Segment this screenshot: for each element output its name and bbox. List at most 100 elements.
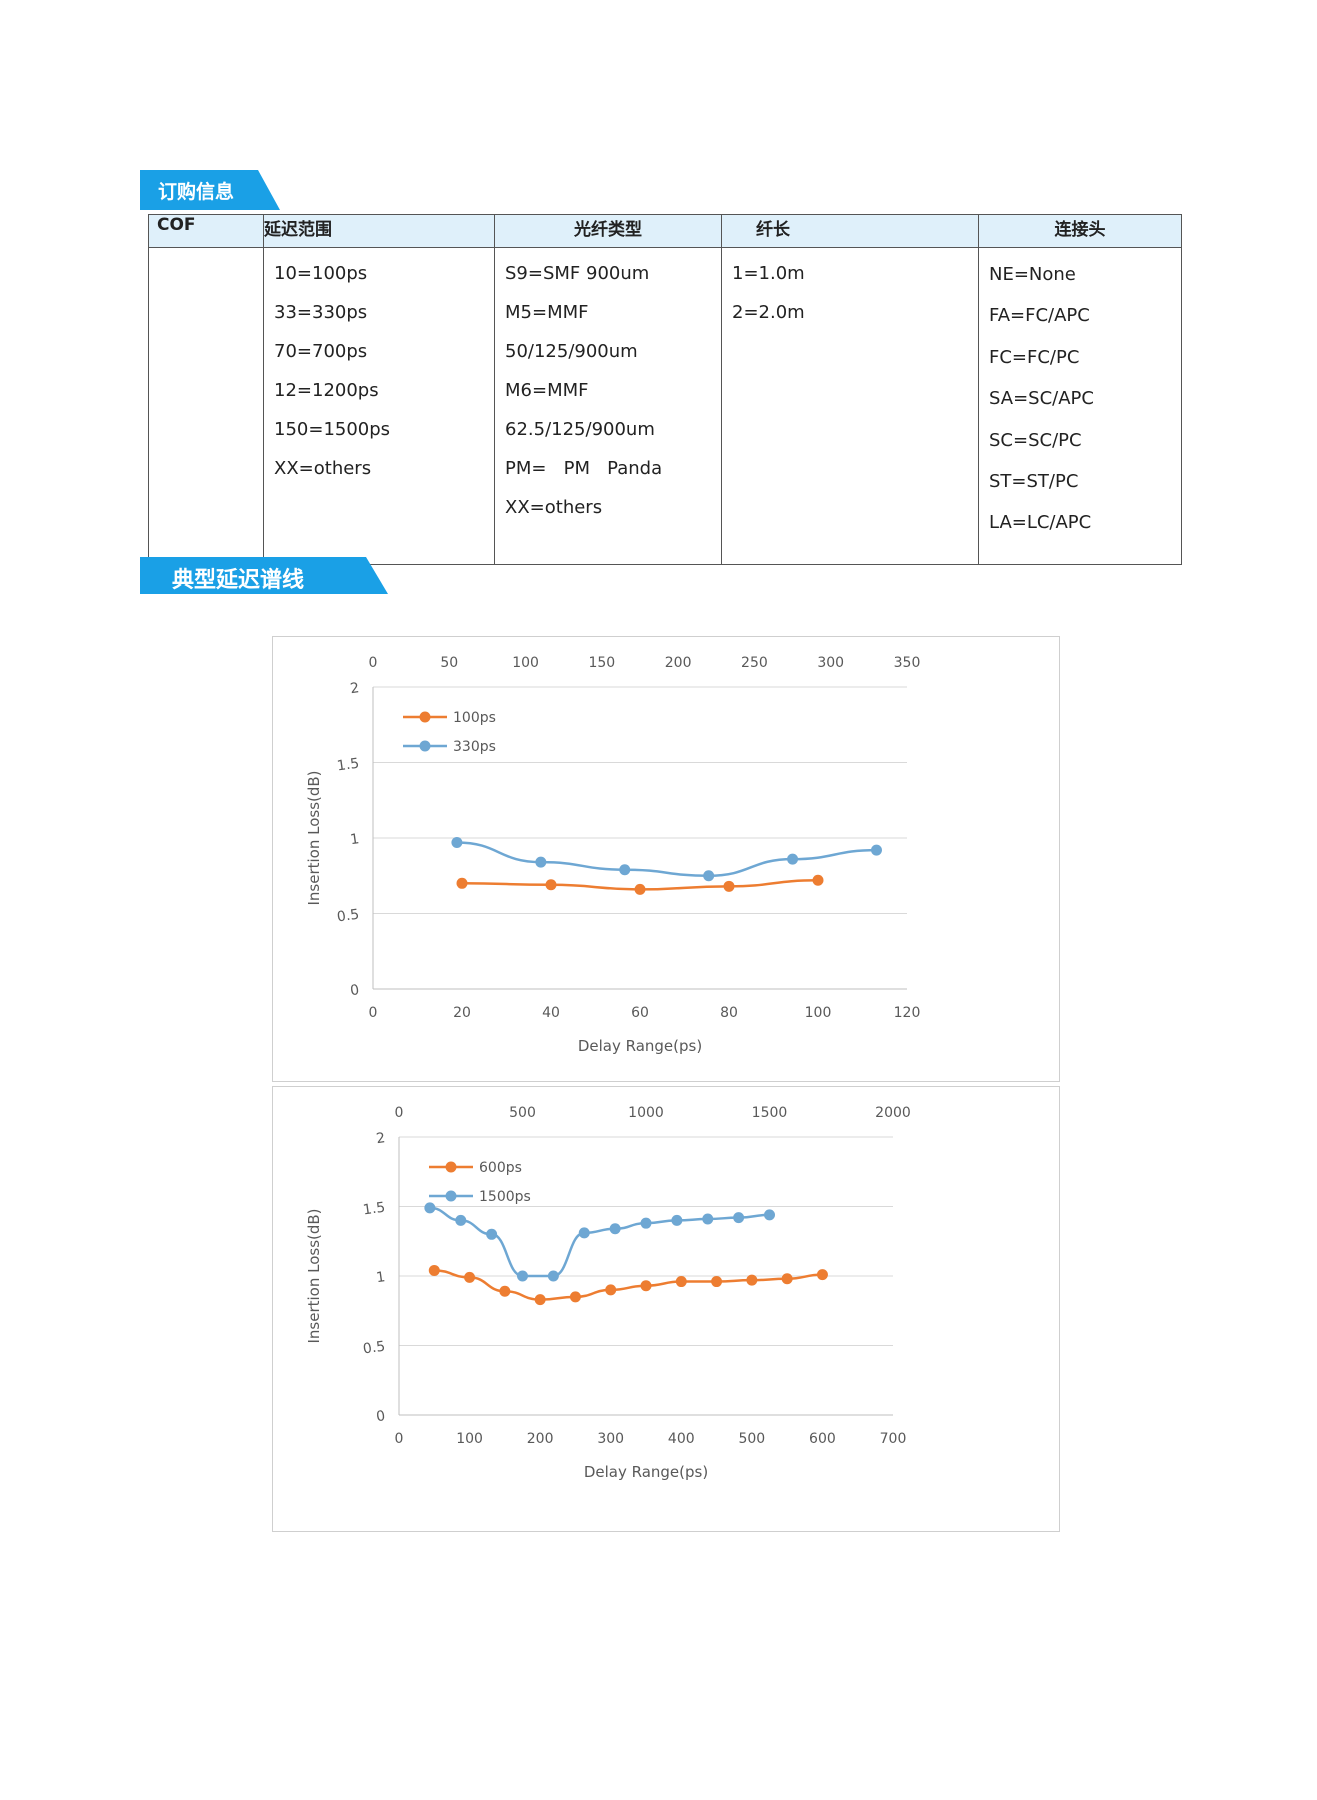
order-table: COF 延迟范围 光纤类型 纤长 连接头 10=100ps 33=330ps 7… [148,214,1182,565]
data-point-1500ps [733,1212,745,1224]
data-point-330ps [535,856,547,868]
legend-marker [419,740,431,752]
data-point-1500ps [486,1228,498,1240]
data-point-600ps [499,1285,511,1297]
order-table-header-row: COF 延迟范围 光纤类型 纤长 连接头 [148,214,1182,248]
x-tick-label: 60 [631,1005,649,1021]
legend-label: 1500ps [479,1189,531,1205]
y-axis-title: Insertion Loss(dB) [305,770,323,905]
header-fiber-length: 纤长 [721,214,979,248]
delay-option: 150=1500ps [274,419,391,440]
data-point-1500ps [455,1214,467,1226]
data-point-600ps [816,1269,828,1281]
header-delay-range: 延迟范围 [263,214,495,248]
data-point-330ps [451,837,463,849]
delay-option: 70=700ps [274,341,368,362]
fiber-option: PM= PM Panda [505,458,663,479]
connector-option: NE=None [989,264,1076,285]
legend-marker [445,1161,457,1173]
fiber-option: XX=others [505,497,603,518]
data-point-600ps [428,1264,440,1276]
x-tick-label: 20 [453,1005,471,1021]
data-point-1500ps [547,1270,559,1282]
data-point-1500ps [702,1213,714,1225]
delay-option: 12=1200ps [274,380,379,401]
banner-shape [140,557,388,594]
length-option: 1=1.0m [732,263,805,284]
fiber-type-cell: S9=SMF 900um M5=MMF 50/125/900um M6=MMF … [494,247,722,565]
insertion-loss-chart-1: 00.511.520 20 40 60 80 100 1200 50 100 150 200 250 3… [305,655,921,1055]
header-cof: COF [148,214,264,248]
data-point-600ps [711,1276,723,1288]
x-tick-label: 40 [542,1005,560,1021]
y-tick-label: 2 [349,680,360,697]
x-tick-label: 0 [395,1431,404,1447]
data-point-1500ps [609,1223,621,1235]
connector-option: ST=ST/PC [989,470,1079,492]
x2-tick-label: 300 [817,655,844,671]
x-tick-label: 600 [809,1431,836,1447]
data-point-600ps [640,1280,652,1292]
header-fiber-type: 光纤类型 [494,214,722,248]
connector-option: LA=LC/APC [989,512,1092,534]
x-axis-title: Delay Range(ps) [584,1463,708,1481]
connector-option: SA=SC/APC [989,388,1094,410]
y-tick-label: 0 [349,982,360,999]
x-tick-label: 100 [805,1005,832,1021]
data-point-330ps [870,844,882,856]
y-tick-label: 2 [375,1130,386,1147]
data-point-1500ps [671,1214,683,1226]
order-table-row: 10=100ps 33=330ps 70=700ps 12=1200ps 150… [148,247,1182,565]
x2-tick-label: 200 [665,655,692,671]
y-tick-label: 1.5 [336,756,360,775]
x2-tick-label: 50 [440,655,458,671]
data-point-1500ps [764,1209,775,1221]
delay-option: XX=others [274,458,372,479]
data-point-100ps [545,879,557,891]
data-point-100ps [456,877,468,889]
x-tick-label: 80 [720,1005,738,1021]
y-tick-label: 1 [375,1269,386,1286]
x-axis-title: Delay Range(ps) [578,1037,702,1055]
x-tick-label: 0 [369,1005,378,1021]
fiber-option: M6=MMF [505,380,589,401]
x-tick-label: 200 [527,1431,554,1447]
x2-tick-label: 0 [369,655,378,671]
banner-shape [140,170,280,210]
x2-tick-label: 250 [741,655,768,671]
order-info-banner: 订购信息 [140,170,280,210]
data-point-600ps [534,1294,546,1306]
fiber-option: 62.5/125/900um [505,419,655,440]
data-point-600ps [675,1276,687,1288]
header-connector: 连接头 [978,214,1182,248]
data-point-600ps [746,1274,758,1286]
data-point-600ps [605,1284,617,1296]
x-tick-label: 120 [894,1005,921,1021]
x-tick-label: 400 [668,1431,695,1447]
order-info-title: 订购信息 [158,181,235,203]
y-tick-label: 0 [375,1408,386,1425]
fiber-option: 50/125/900um [505,341,638,362]
connector-option: FC=FC/PC [989,346,1080,368]
chart-1-box: 0 0.5 1 1.5 2 0 20 40 60 80 100 120 0 50 100 150 200 250 3… [272,636,1060,1082]
x2-tick-label: 500 [509,1105,536,1121]
delay-range-cell: 10=100ps 33=330ps 70=700ps 12=1200ps 150… [263,247,495,565]
fiber-option: M5=MMF [505,302,589,323]
legend-label: 600ps [479,1160,522,1176]
data-point-600ps [464,1271,476,1283]
y-tick-label: 0.5 [362,1339,386,1358]
x2-tick-label: 100 [512,655,539,671]
chart-2-box: 0 0.5 1 1.5 2 0 100 200 300 400 500 600 700 0 500 1000 1… [272,1086,1060,1532]
data-point-330ps [787,853,799,865]
x-tick-label: 100 [456,1431,483,1447]
fiber-option: S9=SMF 900um [505,263,650,284]
x2-tick-label: 350 [894,655,921,671]
legend-marker [445,1190,457,1202]
data-point-600ps [569,1291,581,1303]
y-tick-label: 1 [349,831,360,848]
connector-option: FA=FC/APC [989,305,1090,327]
y-tick-label: 0.5 [336,907,360,926]
data-point-1500ps [517,1270,528,1282]
data-point-100ps [723,880,735,892]
cof-cell [148,247,264,565]
